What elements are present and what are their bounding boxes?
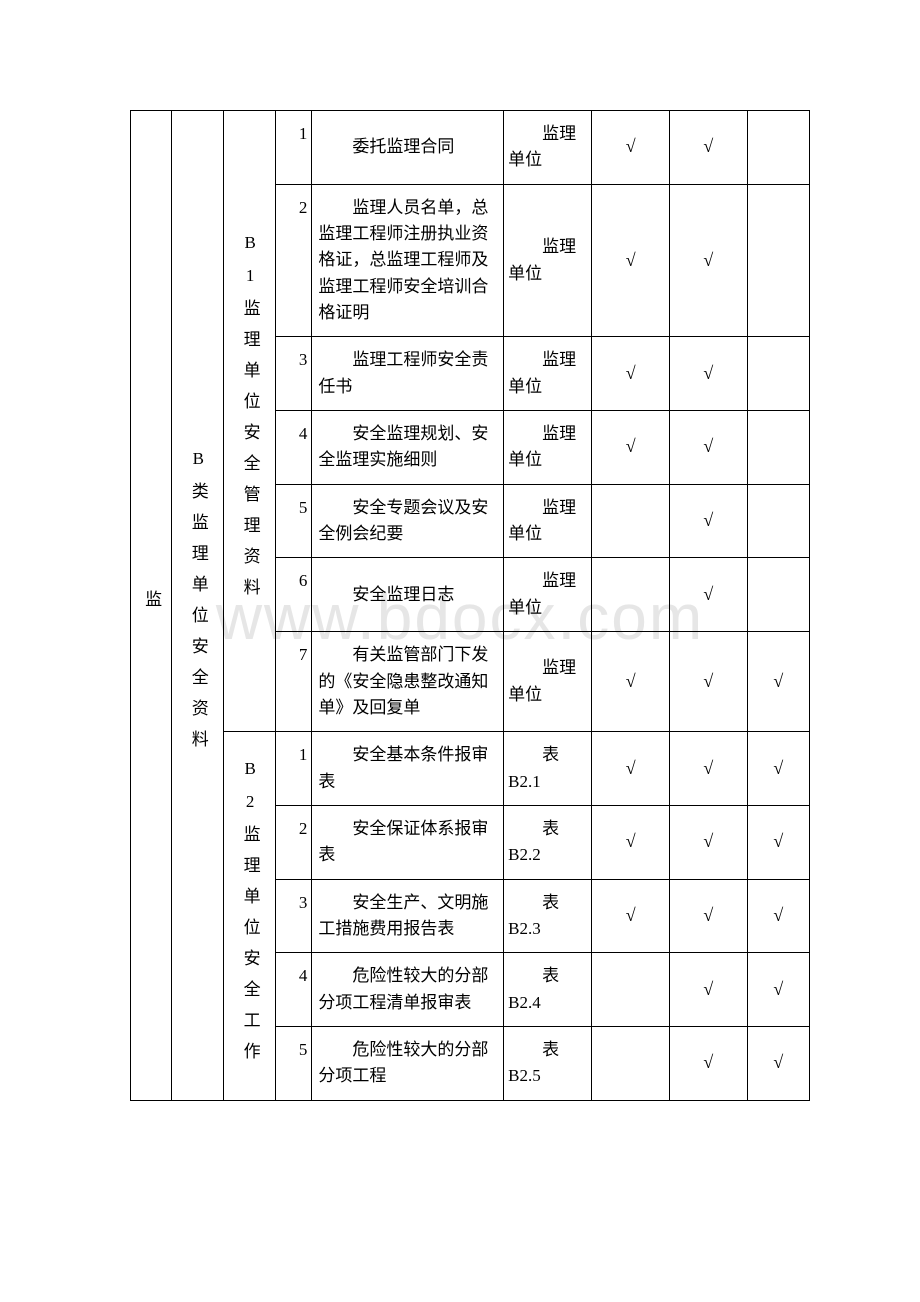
row-number: 2 [276, 184, 312, 337]
row-source: 监理单位 [504, 411, 592, 485]
check-col-2: √ [670, 732, 748, 806]
row-desc: 安全生产、文明施工措施费用报告表 [312, 879, 504, 953]
check-col-1: √ [592, 879, 670, 953]
check-col-3: √ [747, 879, 809, 953]
table-row: B2监理单位安全工作 1 安全基本条件报审表 表B2.1 √ √ √ [131, 732, 810, 806]
table-row: 监 B类监理单位安全资料 B1监理单位安全管理资料 1 委托监理合同 监理单位 … [131, 111, 810, 185]
check-col-2: √ [670, 411, 748, 485]
row-source: 表B2.2 [504, 805, 592, 879]
row-number: 6 [276, 558, 312, 632]
check-col-3: √ [747, 1026, 809, 1100]
check-col-1: √ [592, 732, 670, 806]
section-b2-label: B2监理单位安全工作 [224, 732, 276, 1100]
row-number: 1 [276, 111, 312, 185]
check-col-1: √ [592, 337, 670, 411]
check-col-3 [747, 337, 809, 411]
check-col-1: √ [592, 111, 670, 185]
check-col-3 [747, 411, 809, 485]
row-source: 监理单位 [504, 337, 592, 411]
row-number: 4 [276, 411, 312, 485]
row-source: 监理单位 [504, 558, 592, 632]
row-number: 3 [276, 879, 312, 953]
row-desc: 安全保证体系报审表 [312, 805, 504, 879]
check-col-3 [747, 558, 809, 632]
row-desc: 委托监理合同 [312, 111, 504, 185]
check-col-2: √ [670, 953, 748, 1027]
check-col-1 [592, 953, 670, 1027]
check-col-3: √ [747, 805, 809, 879]
row-source: 监理单位 [504, 632, 592, 732]
check-col-3: √ [747, 632, 809, 732]
level2-label: B类监理单位安全资料 [172, 111, 224, 1101]
main-table: 监 B类监理单位安全资料 B1监理单位安全管理资料 1 委托监理合同 监理单位 … [130, 110, 810, 1101]
check-col-2: √ [670, 632, 748, 732]
row-source: 表B2.5 [504, 1026, 592, 1100]
row-source: 表B2.1 [504, 732, 592, 806]
row-number: 5 [276, 484, 312, 558]
section-b1-label: B1监理单位安全管理资料 [224, 111, 276, 732]
check-col-2: √ [670, 1026, 748, 1100]
check-col-2: √ [670, 184, 748, 337]
row-desc: 安全监理规划、安全监理实施细则 [312, 411, 504, 485]
level1-label: 监 [131, 111, 172, 1101]
check-col-1 [592, 558, 670, 632]
check-col-2: √ [670, 879, 748, 953]
check-col-1 [592, 1026, 670, 1100]
row-number: 2 [276, 805, 312, 879]
check-col-1: √ [592, 805, 670, 879]
row-source: 监理单位 [504, 184, 592, 337]
check-col-2: √ [670, 805, 748, 879]
row-number: 3 [276, 337, 312, 411]
row-desc: 危险性较大的分部分项工程清单报审表 [312, 953, 504, 1027]
check-col-3: √ [747, 953, 809, 1027]
check-col-1 [592, 484, 670, 558]
row-desc: 危险性较大的分部分项工程 [312, 1026, 504, 1100]
row-source: 监理单位 [504, 484, 592, 558]
check-col-3: √ [747, 732, 809, 806]
row-source: 表B2.3 [504, 879, 592, 953]
document-table-container: 监 B类监理单位安全资料 B1监理单位安全管理资料 1 委托监理合同 监理单位 … [130, 110, 810, 1101]
check-col-1: √ [592, 184, 670, 337]
row-number: 1 [276, 732, 312, 806]
check-col-2: √ [670, 337, 748, 411]
row-desc: 监理工程师安全责任书 [312, 337, 504, 411]
check-col-2: √ [670, 111, 748, 185]
row-desc: 安全基本条件报审表 [312, 732, 504, 806]
check-col-3 [747, 184, 809, 337]
check-col-2: √ [670, 558, 748, 632]
row-source: 监理单位 [504, 111, 592, 185]
row-source: 表B2.4 [504, 953, 592, 1027]
check-col-3 [747, 484, 809, 558]
row-desc: 监理人员名单，总监理工程师注册执业资格证，总监理工程师及监理工程师安全培训合格证… [312, 184, 504, 337]
row-number: 7 [276, 632, 312, 732]
row-desc: 安全专题会议及安全例会纪要 [312, 484, 504, 558]
row-desc: 有关监管部门下发的《安全隐患整改通知单》及回复单 [312, 632, 504, 732]
row-number: 4 [276, 953, 312, 1027]
check-col-1: √ [592, 411, 670, 485]
row-desc: 安全监理日志 [312, 558, 504, 632]
row-number: 5 [276, 1026, 312, 1100]
check-col-1: √ [592, 632, 670, 732]
check-col-3 [747, 111, 809, 185]
check-col-2: √ [670, 484, 748, 558]
